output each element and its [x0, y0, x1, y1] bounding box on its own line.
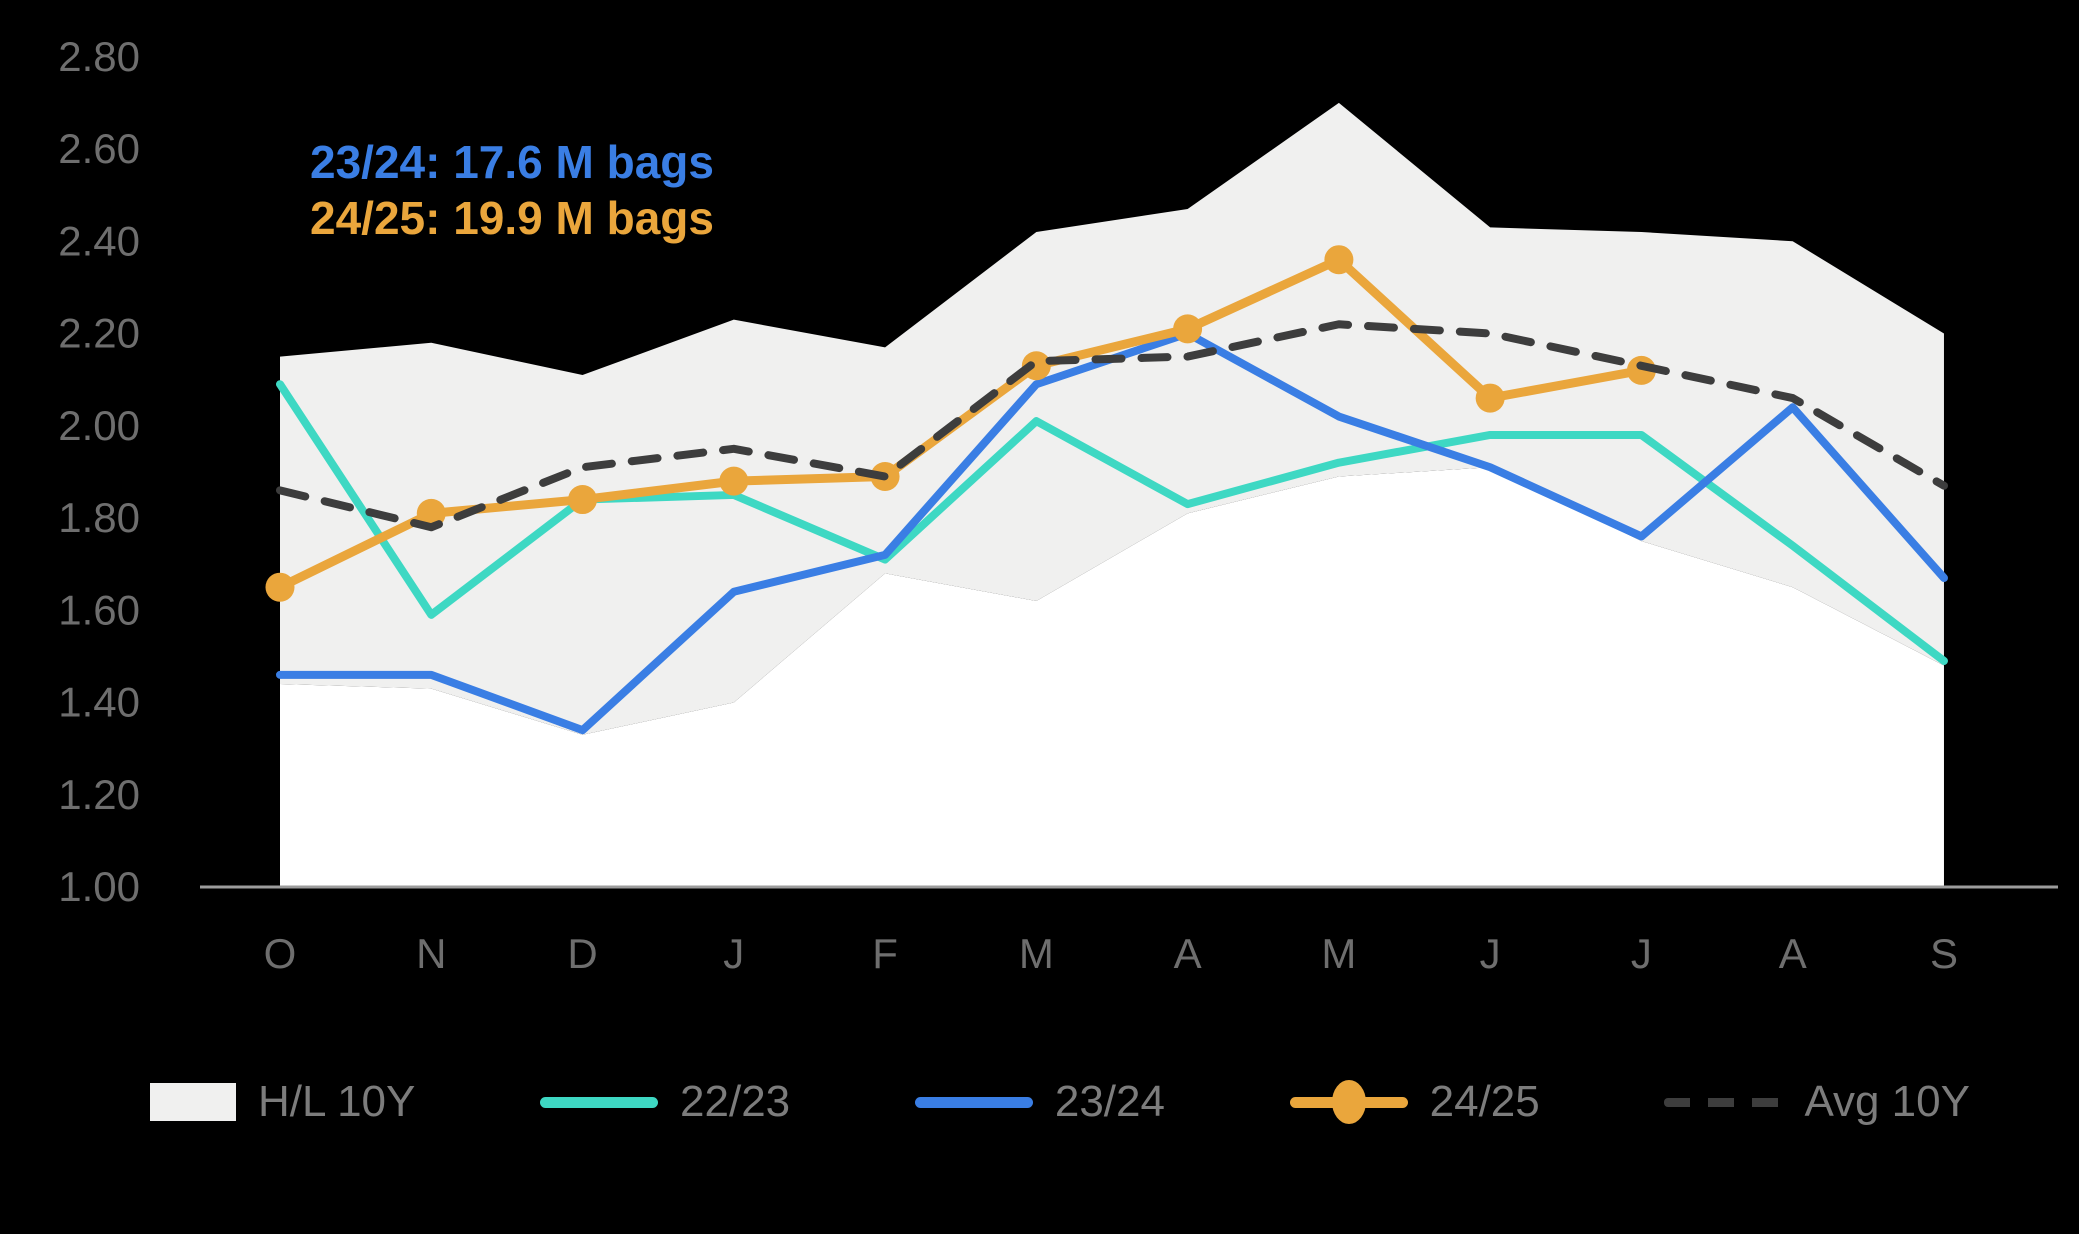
orange-line-dot-swatch-icon	[1289, 1080, 1408, 1124]
legend-label: 22/23	[680, 1077, 791, 1126]
y-tick-label: 1.40	[58, 679, 140, 726]
x-tick-label-month: S	[1930, 930, 1958, 977]
x-tick-label-month: A	[1779, 930, 1807, 977]
y-tick-label: 2.80	[58, 33, 140, 80]
blue-line-swatch-icon	[914, 1096, 1033, 1108]
x-tick-label-month: M	[1321, 930, 1356, 977]
x-tick-label-month: F	[872, 930, 898, 977]
legend-item-2324[interactable]: 23/24	[914, 1077, 1165, 1126]
band-swatch-icon	[150, 1083, 236, 1121]
series-marker-24-25	[1173, 314, 1203, 344]
x-tick-label-month: J	[723, 930, 744, 977]
dashed-line-swatch-icon	[1664, 1097, 1783, 1107]
legend-label: 24/25	[1429, 1077, 1540, 1126]
legend-label: Avg 10Y	[1804, 1077, 1970, 1126]
y-tick-label: 2.00	[58, 402, 140, 449]
x-tick-label-month: J	[1631, 930, 1652, 977]
series-marker-24-25	[1626, 355, 1656, 385]
hl-10y-band	[280, 102, 1944, 735]
legend-item-2425[interactable]: 24/25	[1289, 1077, 1540, 1126]
x-tick-label-month: J	[1480, 930, 1501, 977]
series-marker-24-25	[1475, 383, 1505, 413]
y-tick-label: 2.60	[58, 125, 140, 172]
y-tick-label: 1.00	[58, 863, 140, 910]
chart-legend: H/L 10Y 22/23 23/24 24/25 Avg 10Y	[150, 1072, 1970, 1132]
x-tick-label-month: A	[1174, 930, 1202, 977]
teal-line-swatch-icon	[540, 1096, 659, 1108]
series-line-avg-10y	[276, 320, 1948, 532]
annotation-text-1: 24/25: 19.9 M bags	[310, 192, 714, 244]
y-tick-label: 1.20	[58, 771, 140, 818]
x-tick-label-month: N	[416, 930, 446, 977]
y-tick-label: 1.60	[58, 586, 140, 633]
annotation-text-0: 23/24: 17.6 M bags	[310, 136, 714, 188]
series-marker-24-25	[1021, 351, 1051, 381]
legend-item-avg10y[interactable]: Avg 10Y	[1664, 1080, 1970, 1124]
legend-item-2223[interactable]: 22/23	[540, 1080, 790, 1124]
x-tick-label-month: O	[264, 930, 297, 977]
legend-item-hl10y[interactable]: H/L 10Y	[150, 1080, 415, 1124]
x-tick-label-month: M	[1019, 930, 1054, 977]
series-marker-24-25	[719, 466, 749, 496]
y-tick-label: 1.80	[58, 494, 140, 541]
series-marker-24-25	[1324, 245, 1354, 275]
legend-label: H/L 10Y	[258, 1077, 416, 1126]
series-marker-24-25	[568, 485, 598, 515]
x-tick-label-month: D	[567, 930, 597, 977]
y-tick-label: 2.40	[58, 217, 140, 264]
legend-label: 23/24	[1054, 1077, 1165, 1126]
under-band-area	[280, 467, 1944, 887]
series-marker-24-25	[265, 572, 295, 602]
y-tick-label: 2.20	[58, 310, 140, 357]
series-line-22-23	[276, 380, 1948, 665]
